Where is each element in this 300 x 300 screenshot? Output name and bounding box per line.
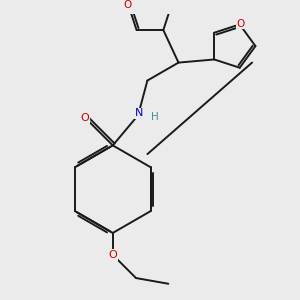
- Text: H: H: [151, 112, 159, 122]
- Text: O: O: [80, 113, 89, 123]
- Text: O: O: [236, 19, 245, 28]
- Text: N: N: [135, 109, 144, 118]
- Text: O: O: [123, 0, 131, 10]
- Text: O: O: [108, 250, 117, 260]
